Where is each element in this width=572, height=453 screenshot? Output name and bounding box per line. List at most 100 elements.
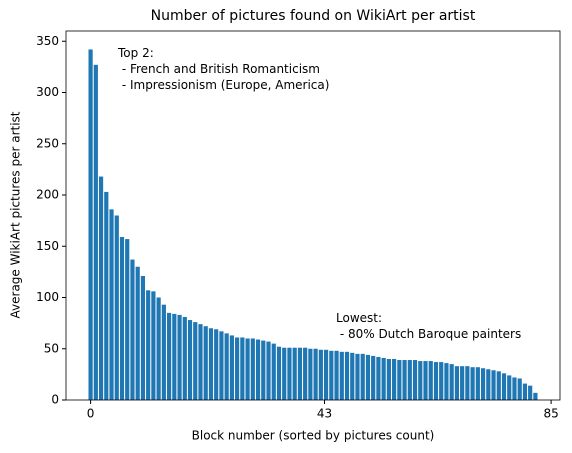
bar bbox=[104, 191, 109, 400]
bar bbox=[517, 378, 522, 400]
bar bbox=[140, 275, 146, 400]
bar bbox=[208, 328, 214, 400]
y-tick-label: 50 bbox=[44, 341, 59, 355]
bar bbox=[412, 360, 418, 400]
bar bbox=[214, 329, 219, 400]
bar bbox=[282, 347, 287, 400]
bar bbox=[114, 215, 119, 400]
bar bbox=[119, 237, 125, 400]
bar bbox=[344, 351, 350, 400]
bar bbox=[334, 350, 339, 400]
bar bbox=[198, 324, 203, 400]
bar bbox=[329, 350, 334, 400]
bar bbox=[407, 360, 412, 400]
bar bbox=[109, 209, 114, 400]
bar bbox=[266, 341, 271, 400]
bar bbox=[166, 312, 172, 400]
bar bbox=[339, 351, 344, 400]
bar bbox=[501, 373, 507, 400]
bar bbox=[240, 337, 245, 400]
bar bbox=[449, 364, 454, 400]
chart-title: Number of pictures found on WikiArt per … bbox=[151, 8, 476, 24]
bar bbox=[203, 326, 208, 400]
bar bbox=[187, 320, 193, 400]
bar bbox=[428, 361, 433, 400]
annotation: Lowest: - 80% Dutch Baroque painters bbox=[336, 311, 521, 341]
y-tick-label: 150 bbox=[36, 239, 59, 253]
bar bbox=[323, 349, 329, 400]
bar bbox=[135, 266, 140, 400]
bar bbox=[397, 360, 402, 400]
annotation: Top 2: - French and British Romanticism … bbox=[117, 46, 329, 92]
bar bbox=[161, 304, 166, 400]
bar bbox=[491, 370, 496, 400]
bar bbox=[151, 291, 156, 400]
annotation-line: Lowest: bbox=[336, 311, 382, 325]
bar bbox=[229, 335, 234, 400]
bar bbox=[172, 313, 177, 400]
annotation-line: Top 2: bbox=[117, 46, 154, 60]
bar bbox=[496, 371, 501, 400]
bar bbox=[465, 366, 470, 400]
bar bbox=[528, 385, 533, 400]
bar bbox=[533, 392, 538, 400]
bar bbox=[376, 356, 381, 400]
bar bbox=[93, 64, 98, 400]
bar bbox=[156, 297, 161, 400]
bar bbox=[130, 259, 135, 400]
bar bbox=[371, 355, 376, 400]
bar bbox=[486, 369, 491, 400]
bar bbox=[381, 357, 386, 400]
y-tick-label: 100 bbox=[36, 290, 59, 304]
x-axis-label: Block number (sorted by pictures count) bbox=[192, 429, 435, 443]
bar bbox=[460, 366, 465, 400]
bar bbox=[470, 367, 475, 400]
bar bbox=[313, 348, 318, 400]
annotation-line: - 80% Dutch Baroque painters bbox=[336, 327, 521, 341]
bar bbox=[350, 352, 355, 400]
bar bbox=[318, 349, 323, 400]
bar bbox=[250, 338, 255, 400]
y-tick-label: 0 bbox=[51, 393, 59, 407]
bar bbox=[402, 360, 407, 400]
bar bbox=[255, 339, 261, 400]
bar bbox=[360, 353, 365, 400]
bar bbox=[182, 316, 187, 400]
bar bbox=[193, 322, 198, 400]
bar bbox=[454, 366, 460, 400]
bar bbox=[365, 354, 371, 400]
bar bbox=[88, 49, 93, 400]
bar bbox=[287, 347, 292, 400]
y-tick-label: 200 bbox=[36, 188, 59, 202]
bar bbox=[392, 359, 397, 400]
bar bbox=[444, 363, 449, 400]
bar bbox=[355, 353, 360, 400]
y-axis-label: Average WikiArt pictures per artist bbox=[9, 111, 23, 318]
y-tick-label: 300 bbox=[36, 85, 59, 99]
bar bbox=[297, 347, 303, 400]
bar bbox=[271, 343, 276, 400]
bar bbox=[292, 347, 297, 400]
bar bbox=[235, 337, 240, 400]
y-tick-label: 350 bbox=[36, 34, 59, 48]
x-tick-label: 0 bbox=[87, 407, 95, 421]
bar bbox=[308, 348, 313, 400]
bar bbox=[418, 361, 423, 400]
bar bbox=[433, 362, 439, 400]
annotation-line: - French and British Romanticism bbox=[118, 62, 320, 76]
plot-frame bbox=[65, 30, 561, 401]
bar bbox=[303, 347, 308, 400]
bar bbox=[475, 367, 480, 400]
x-tick-label: 85 bbox=[543, 407, 558, 421]
bar bbox=[423, 361, 428, 400]
bar bbox=[245, 338, 250, 400]
bar bbox=[480, 368, 486, 400]
bar bbox=[125, 239, 130, 400]
bar bbox=[512, 377, 517, 400]
bar bbox=[522, 383, 528, 400]
bar bbox=[439, 362, 444, 400]
x-tick-label: 43 bbox=[317, 407, 332, 421]
bar bbox=[261, 340, 266, 400]
y-tick-label: 250 bbox=[36, 136, 59, 150]
